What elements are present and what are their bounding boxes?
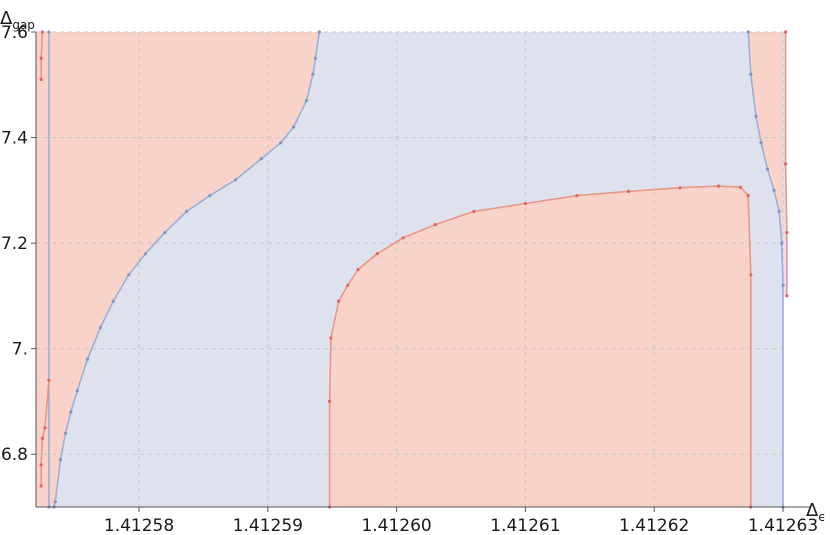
data-point-red <box>375 252 379 256</box>
data-point-red <box>39 77 43 82</box>
data-point-blue <box>754 114 758 118</box>
data-point-red <box>678 186 682 190</box>
data-point-red <box>523 201 528 206</box>
region-red-upper-left <box>48 32 320 507</box>
data-point-blue <box>75 389 79 393</box>
region-red-upper-right <box>748 32 783 507</box>
data-point-red <box>401 236 405 240</box>
y-axis-label-subscript: gap <box>12 18 35 32</box>
data-point-blue <box>185 209 189 213</box>
data-point-blue <box>772 188 776 192</box>
x-tick-label: 1.41258 <box>104 516 174 535</box>
boundary-curve-red <box>784 32 788 296</box>
data-point-blue <box>143 252 148 256</box>
data-point-red <box>39 463 43 467</box>
data-point-red <box>784 162 788 166</box>
y-tick-label: 7. <box>12 340 28 360</box>
y-axis-label-symbol: Δ <box>0 8 13 29</box>
data-point-blue <box>85 357 90 361</box>
data-point-red <box>626 189 631 193</box>
data-point-blue <box>53 500 57 504</box>
data-point-blue <box>746 30 750 34</box>
data-point-blue <box>127 273 131 277</box>
x-tick-label: 1.41263 <box>748 516 818 535</box>
axes <box>31 31 810 512</box>
data-point-red <box>785 294 789 298</box>
region-fills <box>36 32 787 507</box>
x-axis-label-subscript: ϵ <box>818 510 825 524</box>
data-point-red <box>575 194 579 198</box>
data-point-red <box>40 436 45 440</box>
data-point-blue <box>765 167 770 171</box>
data-point-blue <box>98 326 102 330</box>
data-point-red <box>39 484 43 488</box>
data-point-blue <box>208 194 212 198</box>
data-point-red <box>328 399 332 403</box>
data-point-blue <box>749 72 753 76</box>
data-point-red <box>738 185 743 189</box>
data-point-red <box>717 184 721 188</box>
data-point-red <box>749 273 753 277</box>
x-tick-label: 1.41262 <box>619 516 689 535</box>
data-point-red <box>785 231 789 235</box>
x-tick-label: 1.41260 <box>361 516 431 535</box>
data-point-blue <box>292 125 296 129</box>
y-tick-label: 7.6 <box>1 23 28 43</box>
data-point-blue <box>777 209 781 213</box>
y-axis-label: Δgap <box>0 8 35 32</box>
data-point-blue <box>47 30 51 34</box>
data-points <box>39 30 789 509</box>
x-axis-label-symbol: Δ <box>806 500 819 521</box>
data-point-blue <box>304 99 309 103</box>
data-point-red <box>746 194 750 198</box>
data-point-blue <box>64 431 68 435</box>
data-point-blue <box>311 72 315 76</box>
data-point-blue <box>69 410 73 414</box>
y-tick-label: 6.8 <box>1 445 28 465</box>
data-point-red <box>39 56 43 61</box>
x-tick-label: 1.41261 <box>490 516 560 535</box>
data-point-red <box>47 378 51 382</box>
data-point-red <box>433 223 437 227</box>
data-point-red <box>346 283 350 287</box>
boundary-curve-blue <box>747 31 784 507</box>
data-point-red <box>472 209 476 213</box>
region-red-central <box>329 186 751 507</box>
data-point-red <box>784 30 788 34</box>
data-point-blue <box>259 157 263 161</box>
x-tick-labels: 1.41258 1.41259 1.41260 1.41261 1.41262 1.412… <box>104 516 818 535</box>
data-point-blue <box>163 231 167 235</box>
data-point-blue <box>313 56 318 61</box>
region-red-left-edge <box>36 32 49 507</box>
data-point-red <box>356 267 360 272</box>
data-point-blue <box>317 30 321 34</box>
data-point-red <box>337 299 341 303</box>
data-point-blue <box>781 283 785 287</box>
data-point-blue <box>780 241 784 245</box>
x-tick-label: 1.41259 <box>233 516 303 535</box>
x-axis-label: Δϵ <box>806 500 826 524</box>
boundary-curve-blue <box>53 31 321 508</box>
data-point-blue <box>759 141 763 145</box>
y-tick-label: 7.2 <box>1 234 28 254</box>
data-point-red <box>40 30 45 34</box>
y-tick-label: 7.4 <box>1 129 28 149</box>
data-point-red <box>43 426 47 430</box>
y-tick-labels: 6.8 7. 7.2 7.4 7.6 <box>1 23 28 465</box>
data-point-blue <box>111 299 115 303</box>
data-point-blue <box>234 178 238 182</box>
data-point-blue <box>279 141 283 145</box>
data-point-red <box>329 336 333 340</box>
data-point-blue <box>58 457 63 462</box>
